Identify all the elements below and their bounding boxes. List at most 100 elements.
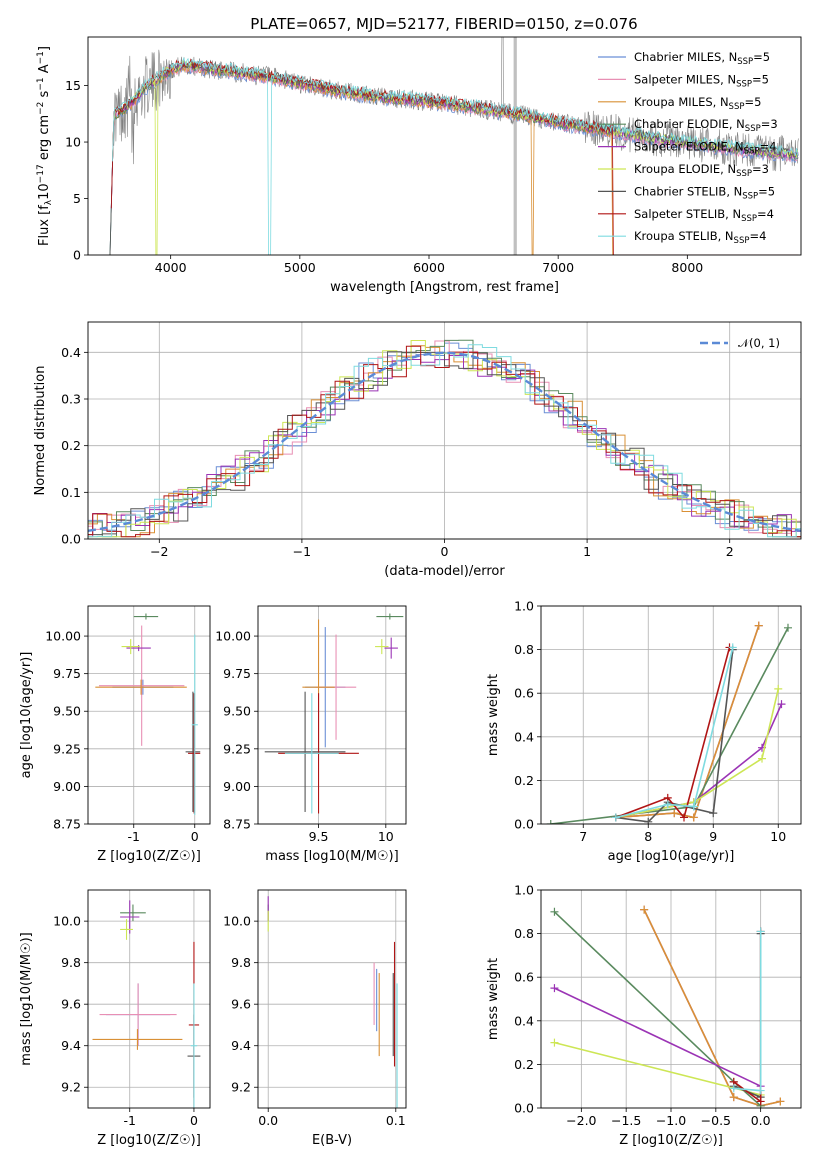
ticks: 0.0 0.1 9.2 9.4 9.6 9.8 10.0 — [223, 914, 406, 1128]
x-tick-label: 5000 — [284, 260, 316, 275]
masked-region — [513, 37, 517, 255]
x-tick-label: 10 — [770, 829, 786, 844]
x-tick-label: 7000 — [542, 260, 574, 275]
weight-series-line — [554, 987, 762, 1087]
weight-point-marker — [774, 684, 783, 693]
ticks: −2 −1 0 1 2 0.0 0.1 0.2 0.3 0.4 — [61, 345, 734, 559]
y-axis-label-part: −17 — [36, 164, 46, 183]
x-tick-label: 9.5 — [309, 829, 329, 844]
axes-frame — [540, 605, 802, 825]
y-axis-label-part: λ — [44, 199, 54, 205]
y-axis-label-part: s — [37, 90, 52, 101]
plot-area — [92, 900, 201, 1108]
legend-label-value: =5 — [758, 184, 775, 198]
legend-label-name: Kroupa ELODIE, N — [634, 162, 736, 176]
legend-label: Salpeter STELIB, NSSP=4 — [634, 207, 774, 224]
y-tick-label: 0.6 — [514, 686, 534, 701]
weight-point-marker — [756, 1097, 765, 1106]
y-axis-label-part: A — [37, 64, 52, 77]
x-tick-label: −2.0 — [566, 1113, 596, 1128]
y-axis-label-part: ] — [37, 46, 52, 51]
y-axis-label: mass weight — [486, 674, 501, 756]
x-axis-label: age [log10(age/yr)] — [608, 849, 735, 864]
y-tick-label: 0.0 — [514, 1101, 534, 1116]
y-tick-label: 9.75 — [53, 666, 81, 681]
legend-label-sub: SSP — [736, 169, 752, 179]
plot-area — [109, 37, 799, 255]
y-tick-label: 10.00 — [215, 629, 251, 644]
figure-title: PLATE=0657, MJD=52177, FIBERID=0150, z=0… — [250, 15, 637, 33]
y-tick-label: 10.0 — [53, 914, 81, 929]
y-tick-label: 0 — [73, 248, 81, 263]
legend-label-value: =3 — [752, 162, 769, 176]
y-tick-label: 0.6 — [514, 970, 534, 985]
y-tick-label: 9.4 — [61, 1038, 81, 1053]
weight-point-marker — [663, 800, 672, 809]
y-axis-label: Flux [fλ10−17 erg cm−2 s−1 A−1] — [36, 46, 54, 246]
x-axis-label: wavelength [Angstrom, rest frame] — [330, 280, 559, 295]
legend-label: Kroupa STELIB, NSSP=4 — [634, 229, 766, 246]
weight-vs-age-panel: 7 8 9 10 0.0 0.2 0.4 0.6 0.8 1.0 age [log10(age/yr… — [486, 599, 802, 864]
legend-label-sub: SSP — [729, 102, 745, 112]
y-axis-label: age [log10(age/yr)] — [19, 652, 34, 779]
x-axis-label: (data-model)/error — [384, 564, 505, 579]
ticks: 9.5 10 8.75 9.00 9.25 9.50 9.75 10.00 — [215, 629, 394, 844]
weight-point-marker — [611, 813, 620, 822]
y-tick-label: 9.00 — [223, 779, 251, 794]
plot-area — [264, 613, 404, 814]
y-tick-label: 9.6 — [61, 997, 81, 1012]
y-tick-label: 9.8 — [231, 955, 251, 970]
weight-point-marker — [777, 700, 786, 709]
weight-series-line — [554, 1041, 761, 1096]
legend-label-name: Salpeter MILES, N — [634, 72, 736, 86]
x-tick-label: 10 — [378, 829, 394, 844]
x-tick-label: 9 — [709, 829, 717, 844]
legend-label-sub: SSP — [734, 236, 750, 246]
residual-histogram-line — [88, 345, 801, 538]
y-axis-label: mass [log10(M/M☉)] — [19, 932, 34, 1065]
y-axis-label-part: −2 — [36, 102, 46, 115]
y-axis-label: mass weight — [486, 958, 501, 1040]
legend-label-value: =5 — [744, 95, 761, 109]
x-tick-label: 7 — [579, 829, 587, 844]
x-tick-label: 8000 — [671, 260, 703, 275]
weight-series-line — [643, 909, 781, 1107]
y-tick-label: 0.8 — [514, 642, 534, 657]
y-tick-label: 9.6 — [231, 997, 251, 1012]
legend-label-sub: SSP — [736, 79, 752, 89]
weight-series-line — [615, 647, 731, 820]
plot-area — [550, 905, 785, 1108]
legend-label: Kroupa ELODIE, NSSP=3 — [634, 162, 769, 179]
weight-point-marker — [640, 905, 649, 914]
y-axis-label-part: −1 — [36, 77, 46, 90]
x-tick-label: −0.5 — [701, 1113, 731, 1128]
y-tick-label: 10.0 — [223, 914, 251, 929]
weight-point-marker — [784, 623, 792, 632]
ticks: -1 0 8.75 9.00 9.25 9.50 9.75 10.00 — [45, 629, 199, 844]
y-tick-label: 1.0 — [514, 883, 534, 898]
weight-point-marker — [756, 927, 765, 936]
ticks: 4000 5000 6000 7000 8000 0 5 10 15 — [65, 78, 703, 275]
legend-label: Chabrier STELIB, NSSP=5 — [634, 184, 775, 201]
y-tick-label: 0.8 — [514, 926, 534, 941]
legend-label: Salpeter MILES, NSSP=5 — [634, 72, 769, 89]
weight-point-marker — [670, 809, 679, 818]
y-tick-label: 10 — [65, 135, 81, 150]
weight-point-marker — [550, 1038, 559, 1047]
legend-label-name: Kroupa STELIB, N — [634, 229, 734, 243]
weight-point-marker — [689, 802, 698, 811]
legend-label-sub: SSP — [741, 214, 757, 224]
y-tick-label: 0.2 — [514, 1057, 534, 1072]
legend-label: Kroupa MILES, NSSP=5 — [634, 95, 761, 112]
model-spectrum-line — [112, 56, 798, 255]
x-tick-label: −1.5 — [611, 1113, 641, 1128]
legend-label-name: Chabrier MILES, N — [634, 50, 737, 64]
x-tick-label: 0.0 — [258, 1113, 278, 1128]
plot-area — [267, 896, 398, 1108]
weight-point-marker — [728, 643, 737, 652]
axes-frame — [87, 36, 802, 256]
weight-series-line — [615, 647, 734, 819]
legend: 𝒩(0, 1) — [700, 336, 780, 350]
weight-point-marker — [756, 1086, 765, 1095]
